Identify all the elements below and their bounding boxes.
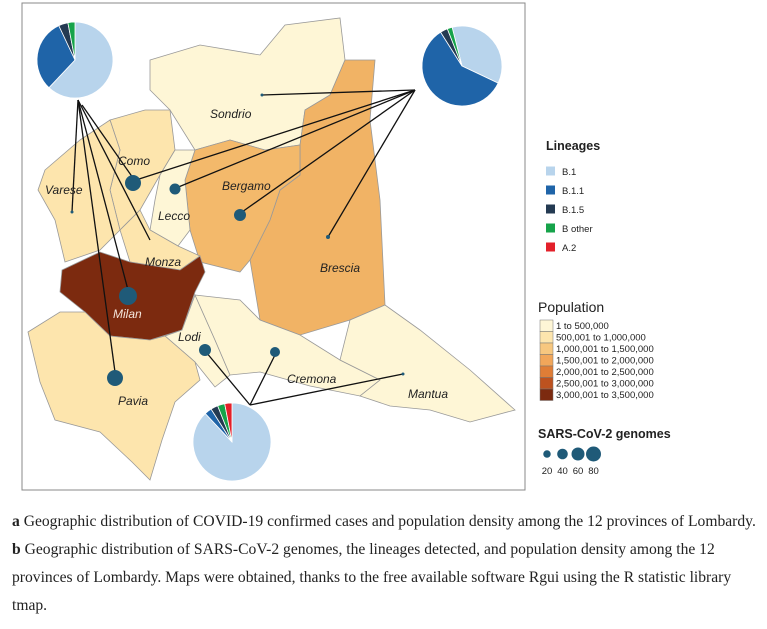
- pie-slice: [451, 25, 503, 84]
- legend-swatch: [539, 331, 554, 344]
- legend-label: 2,000,001 to 2,500,000: [556, 367, 654, 378]
- legend-swatch: [539, 388, 554, 401]
- province-lecco: [149, 149, 196, 247]
- size-label: 20: [542, 466, 553, 477]
- caption-text: Geographic distribution of SARS-CoV-2 ge…: [12, 541, 732, 614]
- caption-text: Geographic distribution of COVID-19 conf…: [19, 513, 756, 530]
- legend: Lineages Population SARS-CoV-2 genomes B…: [538, 139, 671, 477]
- province-mantua: [339, 304, 516, 423]
- legend-swatch: [539, 342, 554, 355]
- province-labels: Sondrio Como Varese Lecco Bergamo Bresci…: [45, 107, 448, 408]
- legend-label: A.2: [562, 243, 576, 254]
- legend-swatch: [539, 354, 554, 367]
- pie-slice: [421, 31, 499, 107]
- connector-lines: [71, 89, 416, 406]
- provinces: [27, 17, 516, 481]
- province-label: Bergamo: [222, 179, 271, 193]
- caption-label: b: [12, 541, 21, 558]
- size-label: 40: [557, 466, 568, 477]
- legend-title: SARS-CoV-2 genomes: [538, 427, 671, 441]
- legend-label: 1 to 500,000: [556, 321, 609, 332]
- province-label: Pavia: [118, 394, 148, 408]
- legend-label: B.1.1: [562, 186, 584, 197]
- legend-label: B.1: [562, 167, 576, 178]
- province-label: Mantua: [408, 387, 448, 401]
- lineage-pies: [36, 21, 503, 482]
- pie-slice: [224, 402, 233, 443]
- province-label: Varese: [45, 183, 83, 197]
- size-circle: [557, 448, 568, 460]
- legend-label: 1,000,001 to 1,500,000: [556, 344, 654, 355]
- legend-label: 3,000,001 to 3,500,000: [556, 390, 654, 401]
- province-pavia: [27, 311, 201, 481]
- size-circle: [586, 446, 601, 462]
- legend-swatch: [546, 242, 555, 252]
- legend-label: 1,500,001 to 2,000,000: [556, 356, 654, 367]
- legend-swatch: [546, 223, 555, 233]
- pie-slice: [67, 21, 76, 61]
- legend-title: Population: [538, 299, 604, 315]
- province-label: Milan: [113, 307, 142, 321]
- province-label: Sondrio: [210, 107, 252, 121]
- size-label: 60: [573, 466, 584, 477]
- province-label: Lodi: [178, 330, 201, 344]
- legend-label: 500,001 to 1,000,000: [556, 333, 646, 344]
- figure: Sondrio Como Varese Lecco Bergamo Bresci…: [21, 2, 671, 491]
- genome-dots: [70, 93, 405, 386]
- caption: a Geographic distribution of COVID-19 co…: [12, 508, 757, 620]
- legend-swatch: [546, 204, 555, 214]
- legend-title: Lineages: [546, 139, 600, 153]
- size-circle: [543, 450, 551, 458]
- legend-swatch: [546, 166, 555, 176]
- legend-label: B.1.5: [562, 205, 584, 216]
- legend-swatch: [539, 319, 554, 332]
- province-label: Como: [118, 154, 150, 168]
- legend-swatch: [539, 365, 554, 378]
- province-label: Cremona: [287, 372, 337, 386]
- size-label: 80: [588, 466, 599, 477]
- legend-swatch: [546, 185, 555, 195]
- province-label: Lecco: [158, 209, 190, 223]
- caption-label: a: [12, 513, 20, 530]
- size-circle: [571, 447, 585, 461]
- legend-label: 2,500,001 to 3,000,000: [556, 379, 654, 390]
- legend-swatch: [539, 377, 554, 390]
- legend-label: B other: [562, 224, 593, 235]
- pie-slice: [48, 21, 114, 99]
- pie-slice: [36, 25, 76, 89]
- province-label: Brescia: [320, 261, 360, 275]
- pie-slice: [446, 26, 463, 67]
- province-label: Monza: [145, 255, 181, 269]
